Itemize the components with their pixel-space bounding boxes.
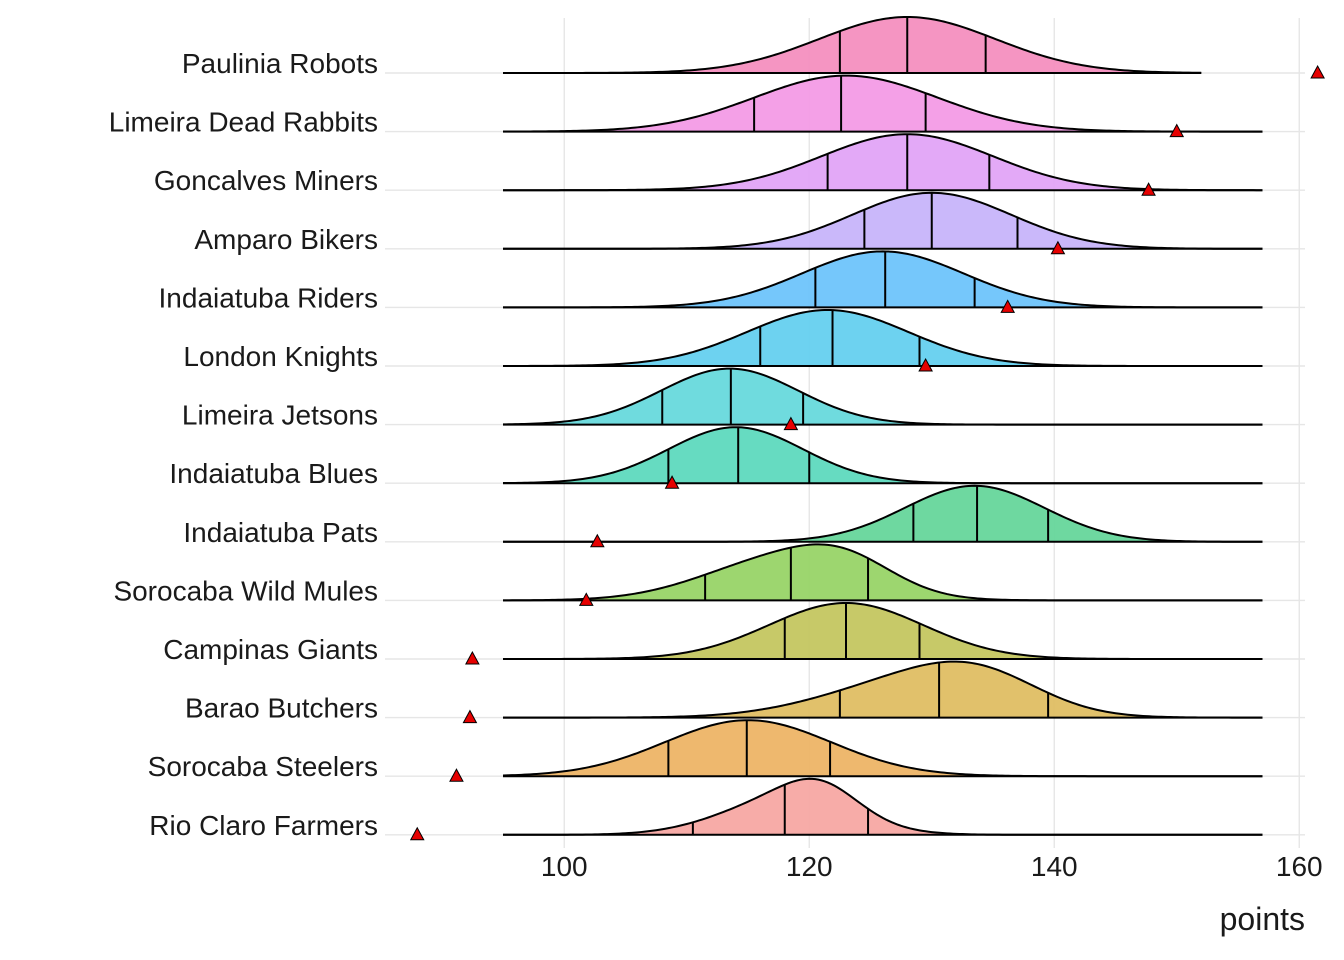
marker-triangle: [1000, 299, 1016, 313]
ridge-series: [503, 484, 1263, 548]
ridge-series: [409, 777, 1263, 841]
x-tick-label: 160: [1276, 851, 1323, 882]
ridge-series: [502, 426, 1263, 489]
ridge-fill: [503, 427, 1263, 484]
x-tick-label: 120: [786, 851, 833, 882]
team-label: Sorocaba Wild Mules: [113, 575, 378, 606]
grid-layer: [385, 18, 1305, 848]
ridge-series: [502, 367, 1263, 431]
marker-triangle: [918, 357, 933, 372]
marker-triangle: [589, 533, 605, 548]
marker-triangle: [449, 768, 464, 782]
team-label: Goncalves Miners: [154, 165, 378, 196]
label-layer: Paulinia Robots Limeira Dead Rabbits Gonca…: [109, 48, 378, 841]
ridge-series: [465, 601, 1263, 665]
ridge-fill: [503, 192, 1263, 249]
team-label: Indaiatuba Riders: [159, 282, 378, 313]
ridge-series: [503, 133, 1263, 196]
ridge-fill: [503, 251, 1263, 308]
team-label: Campinas Giants: [163, 634, 378, 665]
ridge-series: [449, 719, 1263, 782]
marker-triangle: [1141, 182, 1156, 196]
marker-triangle: [465, 650, 480, 665]
ridge-series: [503, 250, 1263, 313]
x-tick-label: 100: [541, 851, 588, 882]
ridge-series: [503, 15, 1325, 79]
ridge-series: [503, 191, 1263, 255]
ridge-series: [503, 543, 1263, 606]
marker-triangle: [1050, 240, 1066, 255]
team-label: Paulinia Robots: [182, 48, 378, 79]
team-label: Limeira Dead Rabbits: [109, 107, 378, 138]
ridge-layer: [409, 15, 1325, 841]
ridge-fill: [503, 368, 1263, 425]
ridge-fill: [503, 310, 1263, 366]
x-tick-label: 140: [1031, 851, 1078, 882]
team-label: Amparo Bikers: [194, 224, 378, 255]
ridge-fill: [503, 75, 1263, 132]
marker-triangle: [578, 592, 594, 606]
tick-layer: 100 120 140 160: [541, 851, 1323, 882]
ridge-fill: [503, 17, 1202, 73]
team-label: Barao Butchers: [185, 693, 378, 724]
team-label: London Knights: [183, 341, 378, 372]
team-label: Limeira Jetsons: [182, 400, 378, 431]
marker-triangle: [783, 416, 799, 431]
team-label: Indaiatuba Pats: [183, 517, 378, 548]
ridge-fill: [503, 134, 1263, 191]
team-label: Sorocaba Steelers: [148, 751, 378, 782]
ridge-fill: [503, 544, 1263, 601]
ridge-fill: [503, 485, 1263, 542]
ridge-fill: [503, 661, 1263, 718]
ridge-series: [502, 74, 1263, 138]
team-label: Indaiatuba Blues: [169, 458, 378, 489]
marker-triangle: [409, 826, 425, 841]
ridge-fill: [503, 778, 1263, 835]
ridge-fill: [503, 603, 1263, 659]
team-label: Rio Claro Farmers: [149, 810, 378, 841]
marker-triangle: [1169, 123, 1185, 138]
marker-triangle: [462, 709, 478, 724]
ridge-series: [503, 308, 1263, 372]
marker-triangle: [664, 475, 680, 489]
ridge-series: [462, 660, 1263, 724]
marker-triangle: [1310, 64, 1325, 79]
x-axis-title: points: [1220, 901, 1305, 937]
ridge-fill: [503, 720, 1263, 777]
